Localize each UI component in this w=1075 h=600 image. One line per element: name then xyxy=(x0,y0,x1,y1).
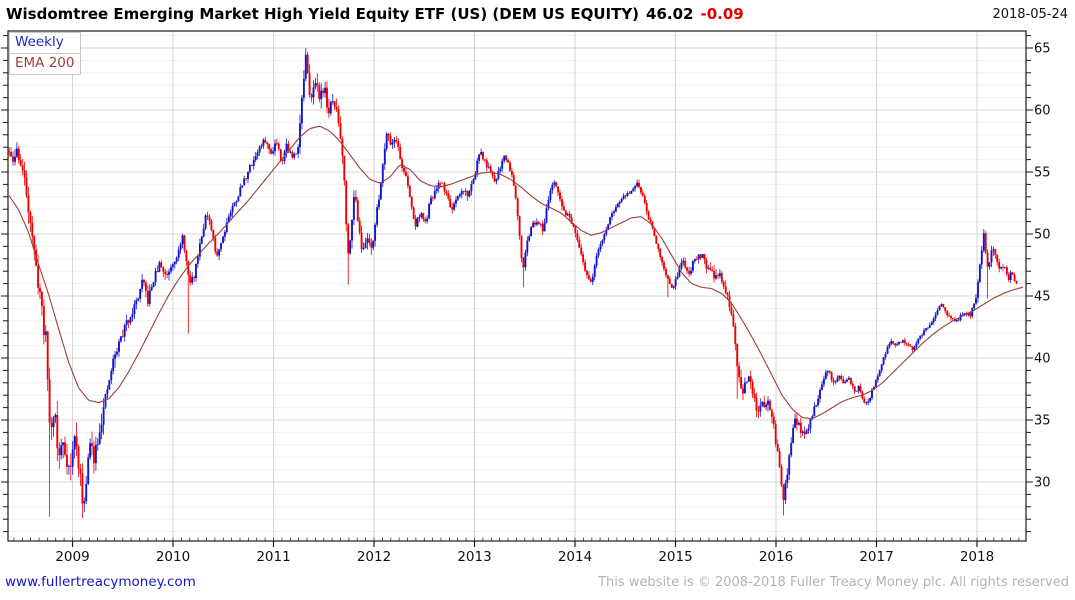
chart-date: 2018-05-24 xyxy=(992,7,1068,22)
svg-text:35: 35 xyxy=(1034,414,1051,429)
svg-text:2015: 2015 xyxy=(658,549,692,565)
svg-text:2017: 2017 xyxy=(859,549,893,565)
svg-text:2012: 2012 xyxy=(357,549,391,565)
svg-text:2009: 2009 xyxy=(55,549,89,565)
svg-text:30: 30 xyxy=(1034,476,1051,491)
page-footer: www.fullertreacymoney.com This website i… xyxy=(0,571,1075,595)
svg-text:45: 45 xyxy=(1034,290,1051,305)
svg-text:2010: 2010 xyxy=(156,549,190,565)
footer-site-link[interactable]: www.fullertreacymoney.com xyxy=(5,574,196,590)
svg-text:40: 40 xyxy=(1034,352,1051,367)
price-value: 46.02 xyxy=(646,5,694,23)
svg-text:50: 50 xyxy=(1034,228,1051,243)
price-chart-canvas: 65 60 55 50 45 40 35 30 2009 2010 2011 2012 2013 2014… xyxy=(1,30,1051,565)
svg-text:2014: 2014 xyxy=(558,549,592,565)
svg-text:2011: 2011 xyxy=(256,549,290,565)
legend-item-ema200: EMA 200 xyxy=(10,53,81,74)
footer-copyright: This website is © 2008-2018 Fuller Treac… xyxy=(598,575,1069,590)
svg-text:55: 55 xyxy=(1034,166,1051,181)
price-change: -0.09 xyxy=(700,5,744,23)
svg-text:60: 60 xyxy=(1034,104,1051,119)
page-title: Wisdomtree Emerging Market High Yield Eq… xyxy=(6,5,744,23)
svg-text:2016: 2016 xyxy=(759,549,793,565)
svg-text:2013: 2013 xyxy=(457,549,491,565)
chart-header: Wisdomtree Emerging Market High Yield Eq… xyxy=(0,0,1075,30)
chart-legend: Weekly EMA 200 xyxy=(9,32,82,75)
instrument-title: Wisdomtree Emerging Market High Yield Eq… xyxy=(6,5,640,23)
svg-text:65: 65 xyxy=(1034,42,1051,57)
svg-text:2018: 2018 xyxy=(960,549,994,565)
legend-item-weekly: Weekly xyxy=(10,33,81,53)
